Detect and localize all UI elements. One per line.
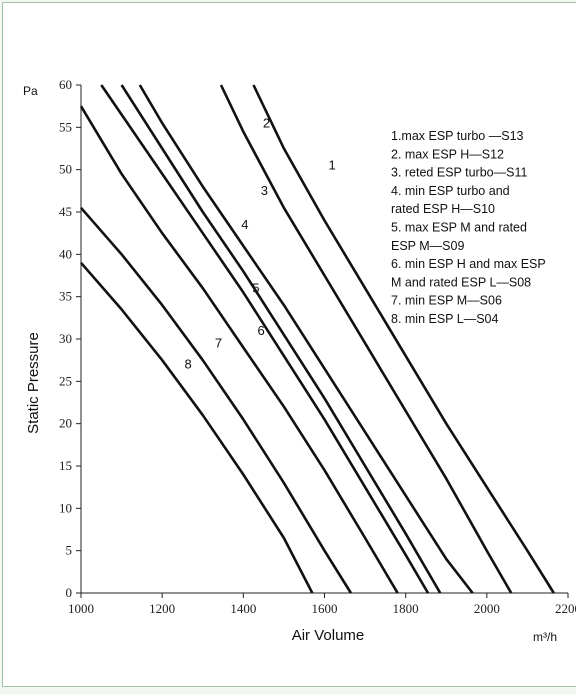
legend-entry: 8. min ESP L—S04	[391, 312, 499, 326]
curves	[79, 84, 555, 594]
x-tick-label: 1600	[312, 601, 338, 616]
y-tick-label: 25	[59, 373, 72, 388]
legend: 1.max ESP turbo —S13 2. max ESP H—S12 3. r…	[391, 129, 546, 326]
x-tick-label: 1400	[230, 601, 256, 616]
x-axis-unit: m³/h	[533, 630, 557, 644]
y-tick-label: 35	[59, 289, 72, 304]
legend-entry: 1.max ESP turbo —S13	[391, 129, 524, 143]
y-tick-label: 0	[66, 585, 73, 600]
legend-entry: 5. max ESP M and rated	[391, 221, 527, 235]
x-tick-label: 1200	[149, 601, 175, 616]
x-axis-label: Air Volume	[292, 627, 365, 644]
legend-entry: 4. min ESP turbo and	[391, 184, 510, 198]
curve-label-7: 7	[215, 335, 222, 350]
legend-entry: 6. min ESP H and max ESP	[391, 257, 546, 271]
x-tick-label: 2000	[474, 601, 500, 616]
legend-entry: M and rated ESP L—S08	[391, 275, 531, 289]
legend-entry: 7. min ESP M—S06	[391, 294, 502, 308]
curve-label-8: 8	[184, 357, 191, 372]
y-axis-unit: Pa	[23, 84, 38, 98]
curve-5	[100, 84, 430, 594]
curve-label-2: 2	[263, 115, 270, 130]
curve-1	[252, 84, 555, 594]
y-tick-label: 10	[59, 500, 72, 515]
curve-2	[219, 84, 513, 594]
x-tick-label: 1800	[393, 601, 419, 616]
y-tick-label: 15	[59, 458, 72, 473]
x-tick-label: 1000	[68, 601, 94, 616]
curve-8	[80, 261, 314, 594]
legend-entry: 2. max ESP H—S12	[391, 147, 504, 161]
curve-label-6: 6	[258, 323, 265, 338]
curve-labels: 1 2 3 4 5 6 7 8	[184, 115, 335, 371]
y-tick-label: 5	[66, 543, 73, 558]
y-tick-label: 60	[59, 77, 72, 92]
curve-label-4: 4	[241, 217, 248, 232]
y-axis-label: Static Pressure	[25, 332, 42, 434]
y-tick-label: 40	[59, 246, 72, 261]
y-tick-label: 30	[59, 331, 72, 346]
curve-6	[79, 105, 399, 594]
y-tick-label: 50	[59, 162, 72, 177]
curve-label-5: 5	[252, 280, 259, 295]
y-tick-label: 55	[59, 119, 72, 134]
legend-entry: rated ESP H—S10	[391, 202, 495, 216]
legend-entry: 3. reted ESP turbo—S11	[391, 166, 527, 180]
curve-3	[138, 84, 474, 594]
y-tick-label: 45	[59, 204, 72, 219]
curve-4	[120, 84, 442, 594]
y-tick-label: 20	[59, 416, 72, 431]
x-tick-label: 2200	[555, 601, 576, 616]
curve-label-1: 1	[329, 158, 336, 173]
curve-7	[80, 206, 353, 594]
legend-entry: ESP M—S09	[391, 239, 464, 253]
curve-label-3: 3	[261, 183, 268, 198]
